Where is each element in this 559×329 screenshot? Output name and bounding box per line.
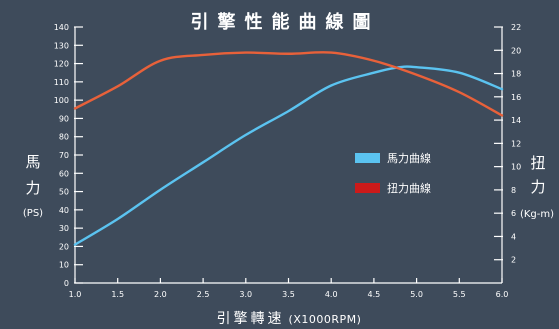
legend-swatch-horsepower [355,153,380,163]
x-axis-label-unit: (X1000RPM) [289,313,362,326]
x-tick-label: 6.0 [496,290,509,299]
left-tick-label: 130 [54,41,69,50]
chart-title: 引擎性能曲線圖 [191,11,380,33]
x-tick-label: 5.0 [410,290,423,299]
right-axis-unit: (Kg-m) [520,209,554,220]
torque-curve [73,51,504,117]
left-axis-label-bottom: 力 [25,179,40,197]
right-tick-label: 22 [511,23,521,32]
x-tick-label: 1.5 [111,290,124,299]
right-tick-label: 6 [511,209,516,218]
x-tick-label: 5.5 [453,290,466,299]
left-axis-label-top: 馬 [25,153,40,171]
right-tick-label: 20 [511,46,521,55]
left-tick-label: 10 [59,261,69,270]
left-tick-label: 140 [54,23,69,32]
left-tick-label: 90 [59,114,69,123]
right-axis-label-top: 扭 [530,154,545,172]
legend-label-torque: 扭力曲線 [387,181,431,195]
left-tick-label: 50 [59,188,69,197]
horsepower-curve [73,65,504,246]
series-group [73,51,504,246]
legend: 馬力曲線 扭力曲線 [355,151,431,195]
right-tick-label: 4 [511,232,516,241]
x-tick-label: 2.0 [154,290,167,299]
right-tick-label: 12 [511,139,521,148]
right-tick-label: 16 [511,93,521,102]
right-tick-label: 14 [511,116,521,125]
left-tick-label: 20 [59,242,69,251]
x-axis-label: 引擎轉速 (X1000RPM) [217,311,362,327]
left-tick-label: 70 [59,151,69,160]
right-tick-label: 10 [511,163,521,172]
right-tick-label: 2 [511,256,516,265]
left-tick-label: 110 [54,78,69,87]
x-axis-label-main: 引擎轉速 [217,311,285,327]
left-tick-label: 30 [59,224,69,233]
left-tick-label: 0 [64,279,69,288]
right-tick-label: 18 [511,70,521,79]
x-tick-label: 1.0 [69,290,82,299]
left-tick-label: 120 [54,60,69,69]
left-tick-label: 60 [59,169,69,178]
axes: 0 10 20 30 40 50 60 70 80 90 100 110 120 130 140 2 4 6 8 10… [54,23,521,299]
left-axis-unit: (PS) [23,208,43,219]
left-tick-label: 80 [59,133,69,142]
right-axis-label-bottom: 力 [530,178,545,196]
x-tick-label: 3.0 [239,290,252,299]
x-tick-label: 4.0 [325,290,338,299]
legend-swatch-torque [355,183,380,193]
legend-label-horsepower: 馬力曲線 [387,151,431,165]
x-tick-label: 2.5 [197,290,210,299]
left-tick-label: 100 [54,96,69,105]
x-tick-label: 4.5 [368,290,381,299]
x-tick-label: 3.5 [282,290,295,299]
right-tick-label: 8 [511,186,516,195]
left-tick-label: 40 [59,206,69,215]
